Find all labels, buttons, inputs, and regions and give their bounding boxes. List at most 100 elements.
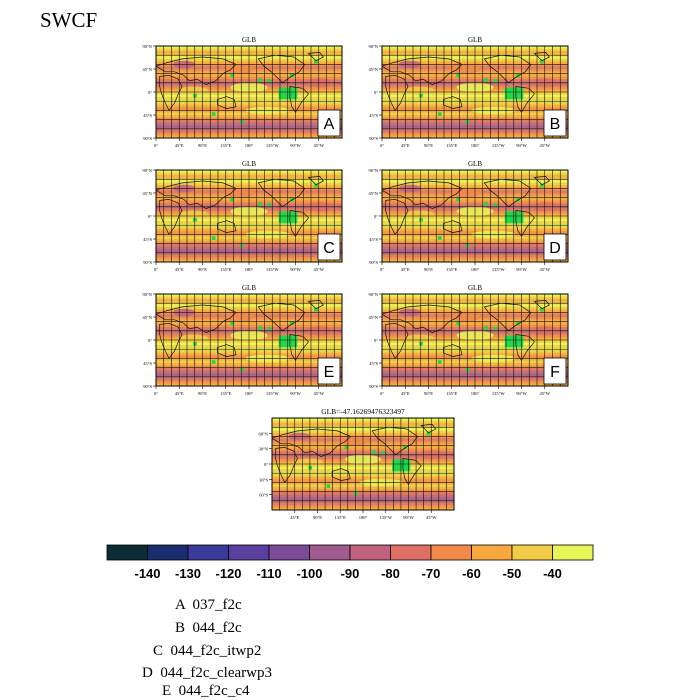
panel-title: GLB [242,284,256,292]
map-coastline [217,220,237,233]
lon-tick-label: 135°W [266,267,280,272]
lon-tick-label: 135°W [492,267,506,272]
lat-tick-label: 0° [264,462,268,467]
map-green-dot [515,73,520,78]
map-coastline [289,210,309,237]
map-green-dot [267,203,272,207]
legend-key: A [175,597,186,613]
map-field [156,170,342,262]
lon-tick-label: 180° [245,143,254,148]
lon-tick-label: 90°W [516,143,527,148]
panel-label: F [550,364,560,381]
map-coastline [289,334,309,361]
lon-tick-label: 135°W [266,391,280,396]
lon-tick-label: 45°W [539,391,550,396]
lat-tick-label: 90°N [368,168,378,173]
lat-tick-label: 90°N [368,292,378,297]
lon-tick-label: 90°E [198,391,207,396]
lat-tick-label: 90°N [142,44,152,49]
lon-tick-label: 180° [471,267,480,272]
map-anomaly [339,436,369,446]
map-field [156,294,342,386]
lon-tick-label: 45°W [539,143,550,148]
map-field [272,418,454,510]
map-field [382,46,568,138]
map-coastline [331,468,351,481]
lon-tick-label: 90°W [516,267,527,272]
colorbar-swatch [511,544,553,561]
map-green-dot [211,360,216,364]
colorbar-swatch [430,544,472,561]
map-green-dot [465,119,470,124]
panel-label: A [324,116,335,133]
colorbar-tick-label: -60 [462,566,481,581]
map-green-dot [314,307,318,312]
lat-tick-label: 90°S [143,136,152,141]
map-green-dot [419,341,423,346]
panel-label: C [323,240,335,257]
map-green-dot [308,465,313,470]
lon-tick-label: 45°W [313,391,324,396]
legend-item-a: A 037_f2c [175,597,242,614]
panel-label: B [550,116,561,133]
map-green-dot [484,78,489,82]
lon-tick-label: 0° [380,143,384,148]
lon-tick-label: 0° [154,391,158,396]
map-coastline [515,210,535,237]
map-coastline [483,302,532,332]
lat-tick-label: 45°N [142,67,152,72]
map-anomaly [293,458,323,466]
map-field [382,294,568,386]
lon-tick-label: 135°E [220,143,232,148]
map-green-dot [314,59,318,64]
lat-tick-label: 45°N [368,67,378,72]
lon-tick-label: 135°E [446,143,458,148]
map-green-dot [381,451,385,455]
legend-key: E [162,683,172,699]
lat-tick-label: 0° [148,214,152,219]
lat-tick-label: 90°S [369,136,378,141]
lat-tick-label: 45°S [369,237,378,242]
colorbar-swatch [147,544,189,561]
map-green-dot [484,202,489,206]
lat-tick-label: 45°S [369,361,378,366]
map-green-dot [493,327,498,331]
map-green-dot [258,326,263,330]
map-coastline [533,52,550,62]
lon-tick-label: 45°W [539,267,550,272]
map-green-dot [437,112,442,116]
colorbar-swatch [349,544,391,561]
map-coastline [443,96,463,109]
lon-tick-label: 135°W [492,143,506,148]
legend-item-e: E 044_f2c_c4 [162,683,249,700]
map-coastline [307,176,324,186]
lat-tick-label: 45°N [142,315,152,320]
map-green-dot [540,183,544,188]
lat-tick-label: 30°N [258,447,268,452]
lon-tick-label: 135°W [379,515,393,520]
map-coastline [217,344,237,357]
map-green-dot [456,321,461,326]
map-green-dot [465,367,470,372]
map-green-dot [230,73,235,78]
lon-tick-label: 135°E [446,391,458,396]
lon-tick-label: 0° [380,391,384,396]
lon-tick-label: 135°E [220,391,232,396]
panel-title: GLB [468,36,482,44]
lat-tick-label: 90°S [369,260,378,265]
legend-name: 037_f2c [192,597,242,613]
lon-tick-label: 90°W [290,143,301,148]
lon-tick-label: 45°E [290,515,299,520]
lon-tick-label: 45°E [401,267,410,272]
colorbar-tick-label: -100 [296,566,322,581]
lon-tick-label: 45°E [401,391,410,396]
map-field [156,46,342,138]
lon-tick-label: 45°E [175,267,184,272]
colorbar: -140 -130 -120 -110 -100 -90 -80 -70 -60 -50 -40 [106,544,594,581]
map-coastline [385,75,409,112]
map-green-dot [267,327,272,331]
map-anomaly [404,210,435,218]
map-coastline [159,75,183,112]
map-coastline [515,86,535,113]
